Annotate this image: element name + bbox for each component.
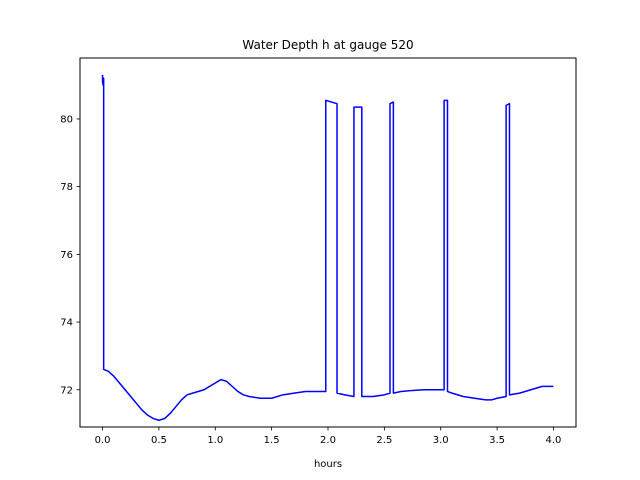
x-tick-label: 1.5 — [264, 435, 280, 446]
x-tick-label: 3.5 — [489, 435, 505, 446]
x-tick-label: 2.0 — [320, 435, 336, 446]
x-axis: 0.0 0.5 1.0 1.5 2.0 2.5 3.0 3.5 4.0 — [95, 427, 562, 446]
x-tick-label: 1.0 — [207, 435, 223, 446]
x-tick-label: 4.0 — [546, 435, 562, 446]
x-tick-label: 0.0 — [95, 435, 111, 446]
x-tick-label: 3.0 — [433, 435, 449, 446]
x-tick-label: 2.5 — [376, 435, 392, 446]
x-tick-label: 0.5 — [151, 435, 167, 446]
chart-title: Water Depth h at gauge 520 — [242, 38, 413, 52]
y-tick-label: 80 — [60, 114, 73, 125]
plot-area — [101, 74, 554, 421]
y-tick-label: 74 — [60, 318, 73, 329]
y-tick-label: 72 — [60, 385, 73, 396]
x-axis-label: hours — [314, 459, 342, 470]
series-line-0 — [101, 74, 554, 421]
y-tick-label: 78 — [60, 182, 73, 193]
y-tick-label: 76 — [60, 250, 73, 261]
axes-frame — [79, 57, 577, 428]
y-axis: 72 74 76 78 80 — [60, 114, 80, 396]
